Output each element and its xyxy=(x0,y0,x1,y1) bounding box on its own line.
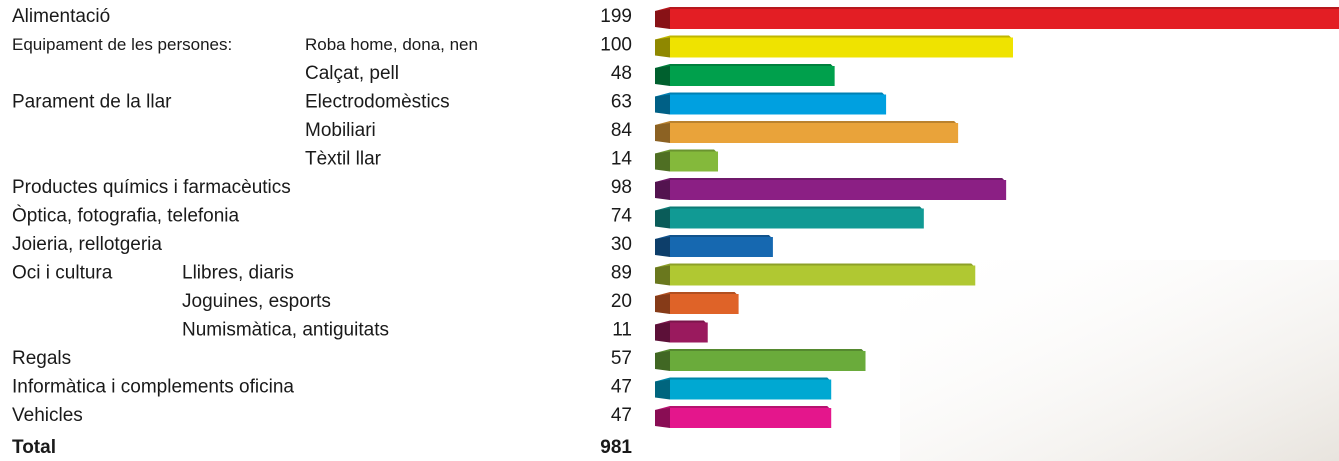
bar-cap xyxy=(655,265,670,286)
value-label: 100 xyxy=(600,35,632,56)
bar-cap xyxy=(655,379,670,400)
subcategory-label: Numismàtica, antiguitats xyxy=(182,320,389,341)
bar xyxy=(670,294,739,314)
total-label: Total xyxy=(12,437,56,458)
bar xyxy=(670,322,708,343)
bar-cap xyxy=(655,351,670,371)
background-photo xyxy=(900,260,1339,461)
value-label: 98 xyxy=(611,177,632,198)
bar-cap xyxy=(655,94,670,115)
bar xyxy=(670,94,887,115)
bar-cap xyxy=(655,123,670,143)
bar-cap xyxy=(655,37,670,58)
category-label: Joieria, rellotgeria xyxy=(12,234,162,255)
value-label: 20 xyxy=(611,291,632,312)
bar-cap xyxy=(655,408,670,428)
category-label: Vehicles xyxy=(12,405,83,426)
value-label: 74 xyxy=(611,206,633,227)
subcategory-label: Llibres, diaris xyxy=(182,263,294,284)
value-label: 57 xyxy=(611,348,632,369)
category-label: Alimentació xyxy=(12,6,110,27)
value-label: 14 xyxy=(611,149,633,170)
bar xyxy=(670,208,924,229)
category-label: Productes químics i farmacèutics xyxy=(12,177,291,198)
bar-cap xyxy=(655,151,670,172)
category-label: Regals xyxy=(12,348,71,369)
bar-cap xyxy=(655,9,670,29)
bar xyxy=(670,123,959,143)
subcategory-label: Joguines, esports xyxy=(182,291,331,312)
subcategory-label: Tèxtil llar xyxy=(305,149,382,170)
subcategory-label: Calçat, pell xyxy=(305,63,399,84)
subcategory-label: Electrodomèstics xyxy=(305,92,450,113)
bar-cap xyxy=(655,237,670,257)
bar xyxy=(670,180,1007,200)
category-label: Parament de la llar xyxy=(12,92,172,113)
value-label: 63 xyxy=(611,92,632,113)
category-label: Òptica, fotografia, telefonia xyxy=(12,205,240,227)
category-label: Equipament de les persones: xyxy=(12,35,232,54)
bar xyxy=(670,66,835,86)
bar xyxy=(670,237,773,257)
bar xyxy=(670,9,1339,29)
total-value: 981 xyxy=(600,437,632,458)
category-label: Oci i cultura xyxy=(12,263,113,284)
bar xyxy=(670,379,832,400)
subcategory-label: Mobiliari xyxy=(305,120,376,141)
bar xyxy=(670,408,832,428)
bar xyxy=(670,37,1013,58)
value-label: 30 xyxy=(611,234,632,255)
bar xyxy=(670,151,719,172)
bar xyxy=(670,265,976,286)
bar-cap xyxy=(655,180,670,200)
bar xyxy=(670,351,866,371)
value-label: 199 xyxy=(600,6,632,27)
category-label: Informàtica i complements oficina xyxy=(12,377,294,398)
value-label: 84 xyxy=(611,120,633,141)
value-label: 48 xyxy=(611,63,632,84)
value-label: 47 xyxy=(611,377,632,398)
value-label: 47 xyxy=(611,405,632,426)
subcategory-label: Roba home, dona, nen xyxy=(305,35,478,54)
bar-cap xyxy=(655,322,670,343)
bar-cap xyxy=(655,208,670,229)
value-label: 89 xyxy=(611,263,632,284)
bar-cap xyxy=(655,66,670,86)
bar-cap xyxy=(655,294,670,314)
value-label: 11 xyxy=(612,320,632,341)
